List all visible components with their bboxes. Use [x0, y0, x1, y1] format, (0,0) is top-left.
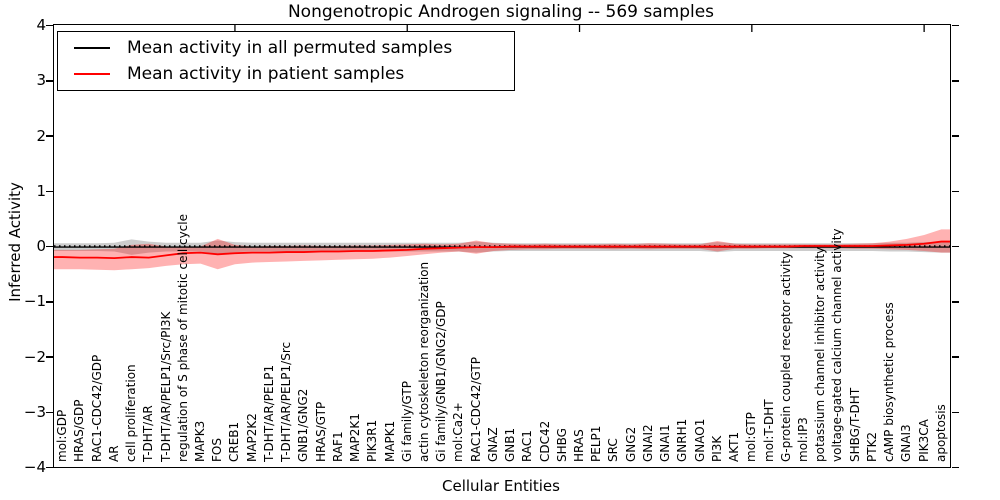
- x-tick-label: mol:IP3: [796, 417, 811, 462]
- y-tick-label: 1: [36, 181, 46, 200]
- y-tick-label: 4: [36, 16, 46, 34]
- y-tick-mark: [46, 24, 53, 27]
- red-line-swatch-icon: [74, 73, 110, 76]
- legend-label-permuted: Mean activity in all permuted samples: [127, 37, 453, 58]
- x-tick-label: AR: [106, 445, 121, 462]
- y-tick-label: −3: [23, 402, 46, 421]
- x-tick-label: GNG2: [623, 426, 638, 462]
- x-tick-label: G-protein coupled receptor activity: [778, 251, 793, 462]
- x-tick-label: HRAS: [572, 429, 587, 462]
- chart-title: Nongenotropic Androgen signaling -- 569 …: [287, 2, 715, 22]
- x-tick-label: PI3K: [709, 435, 724, 462]
- y-tick-mark: [46, 301, 53, 303]
- x-tick-label: SRC: [606, 438, 621, 462]
- y-tick-mark: [952, 301, 959, 303]
- x-tick-label: Gi family/GTP: [399, 381, 414, 462]
- x-tick-label: mol:GDP: [55, 409, 70, 462]
- x-tick-label: GNB1: [503, 427, 518, 462]
- y-tick-label: 3: [36, 71, 46, 90]
- y-tick-label: −2: [23, 347, 46, 366]
- x-tick-label: FOS: [210, 438, 225, 462]
- legend-entry-patient: Mean activity in patient samples: [58, 61, 514, 87]
- y-tick-mark: [46, 135, 53, 137]
- y-tick-mark: [46, 411, 53, 413]
- y-tick-label: −4: [23, 458, 46, 476]
- y-tick-mark: [952, 245, 959, 248]
- y-tick-mark: [46, 466, 53, 469]
- y-tick-mark: [952, 466, 959, 469]
- x-tick-label: PELP1: [589, 425, 604, 462]
- x-tick-label: T-DHT/AR/PELP1: [261, 364, 276, 462]
- y-tick-mark: [46, 190, 53, 192]
- x-tick-label: HRAS/GDP: [72, 399, 87, 462]
- x-tick-label: GNAI2: [640, 424, 655, 462]
- x-tick-label: cAMP biosynthetic process: [882, 302, 897, 462]
- y-tick-label: 0: [36, 237, 46, 255]
- x-tick-label: T-DHT/AR/PELP1/Src: [279, 341, 294, 462]
- y-tick-mark: [46, 80, 53, 82]
- y-tick-label: 2: [36, 126, 46, 145]
- x-tick-label: GNAI3: [899, 424, 914, 462]
- x-tick-label: T-DHT/AR: [141, 405, 156, 462]
- x-tick-label: SHBG/T-DHT: [847, 387, 862, 462]
- x-tick-label: RAF1: [330, 431, 345, 462]
- x-tick-label: PTK2: [864, 431, 879, 462]
- x-tick-label: regulation of S phase of mitotic cell cy…: [175, 214, 190, 462]
- x-tick-label: PIK3R1: [365, 419, 380, 462]
- x-tick-label: GNAI1: [658, 424, 673, 462]
- y-tick-mark: [952, 411, 959, 413]
- x-tick-label: actin cytoskeleton reorganization: [416, 261, 431, 462]
- chart-canvas: [54, 25, 950, 271]
- x-tick-label: mol:Ca2+: [451, 402, 466, 462]
- y-tick-label: −1: [23, 292, 46, 311]
- x-tick-label: T-DHT/AR/PELP1/Src/PI3K: [158, 311, 173, 462]
- y-tick-mark: [46, 356, 53, 358]
- x-axis-label: Cellular Entities: [442, 477, 560, 495]
- y-tick-mark: [952, 135, 959, 137]
- x-tick-label: MAPK3: [192, 420, 207, 462]
- x-tick-label: cell proliferation: [124, 364, 139, 462]
- x-tick-label: AKT1: [727, 431, 742, 462]
- x-tick-label: SHBG: [554, 428, 569, 462]
- x-tick-label: GNAZ: [485, 427, 500, 462]
- x-tick-label: CDC42: [537, 420, 552, 462]
- x-tick-label: MAP2K1: [348, 413, 363, 462]
- x-tick-label: RAC1: [520, 430, 535, 462]
- x-tick-label: mol:GTP: [744, 412, 759, 462]
- legend-label-patient: Mean activity in patient samples: [127, 64, 405, 85]
- black-line-swatch-icon: [74, 46, 110, 49]
- x-tick-label: GNAO1: [692, 418, 707, 462]
- x-tick-label: CREB1: [227, 421, 242, 462]
- x-tick-label: voltage-gated calcium channel activity: [830, 228, 845, 462]
- x-tick-label: MAP2K2: [244, 413, 259, 462]
- y-tick-mark: [952, 190, 959, 192]
- x-tick-label: apoptosis: [933, 404, 948, 462]
- x-tick-label: Gi family/GNB1/GNG2/GDP: [434, 301, 449, 462]
- x-tick-label: RAC1-CDC42/GDP: [89, 354, 104, 462]
- y-tick-mark: [46, 245, 53, 248]
- y-tick-mark: [952, 80, 959, 82]
- x-tick-label: MAPK1: [382, 420, 397, 462]
- x-tick-label: RAC1-CDC42/GTP: [468, 357, 483, 462]
- x-tick-label: mol:T-DHT: [761, 399, 776, 462]
- legend-entry-permuted: Mean activity in all permuted samples: [58, 35, 514, 61]
- x-tick-label: potassium channel inhibitor activity: [813, 246, 828, 462]
- y-tick-mark: [952, 356, 959, 358]
- y-tick-mark: [952, 24, 959, 27]
- x-tick-label: HRAS/GTP: [313, 401, 328, 462]
- x-tick-label: PIK3CA: [916, 419, 931, 462]
- x-tick-label: GNRH1: [675, 418, 690, 462]
- x-tick-label: GNB1/GNG2: [296, 388, 311, 462]
- legend: Mean activity in all permuted samples Me…: [57, 31, 515, 91]
- plot-area: mol:GDP HRAS/GDP RAC1-CDC42/GDP AR cell prol…: [53, 24, 951, 468]
